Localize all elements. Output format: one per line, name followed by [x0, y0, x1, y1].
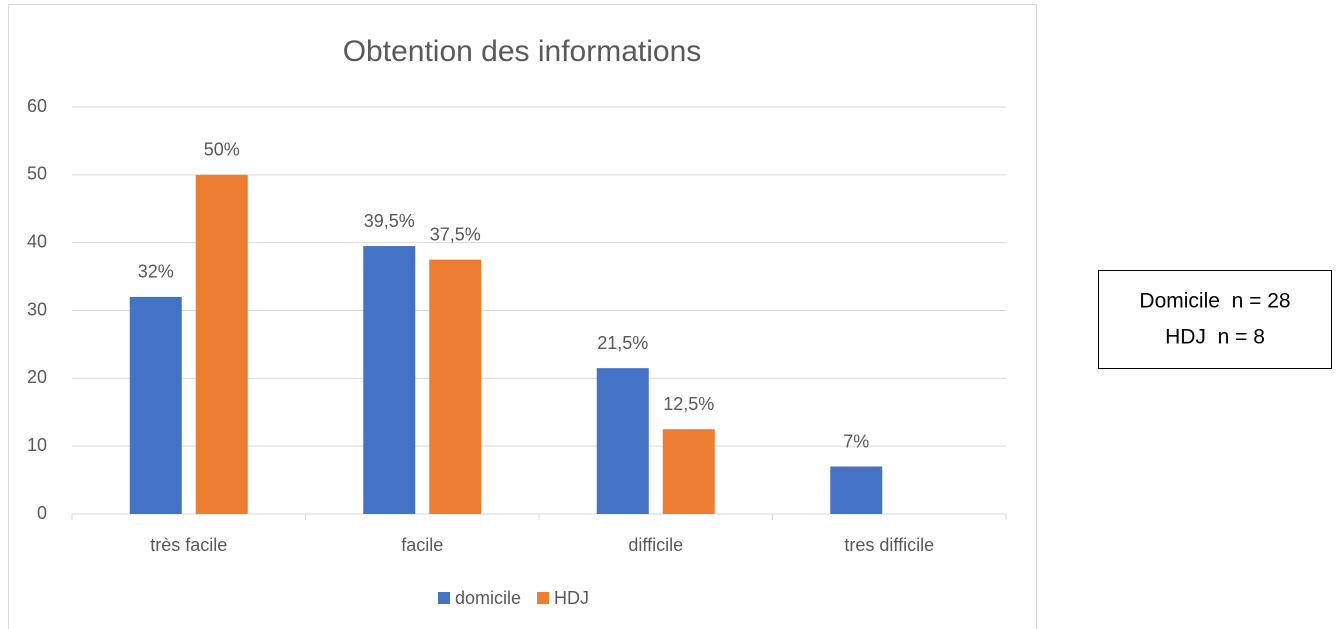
x-tick-label: très facile	[150, 535, 227, 555]
bar	[596, 368, 649, 514]
data-label: 32%	[138, 262, 174, 282]
data-label: 21,5%	[597, 333, 648, 353]
bar	[662, 429, 715, 514]
legend-swatch	[537, 592, 550, 604]
bar	[830, 466, 883, 514]
chart-title: Obtention des informations	[343, 35, 702, 68]
y-tick-label: 10	[27, 435, 47, 455]
y-tick-label: 40	[27, 231, 47, 251]
x-tick-label: facile	[401, 535, 443, 555]
data-label: 50%	[204, 140, 240, 160]
legend-label: domicile	[455, 588, 521, 608]
bar	[129, 296, 182, 514]
y-tick-label: 60	[27, 96, 47, 116]
data-label: 7%	[843, 431, 869, 451]
x-tick-label: tres difficile	[844, 535, 934, 555]
annotation: HDJ n = 8	[1165, 326, 1265, 349]
bar	[429, 259, 482, 514]
y-tick-label: 30	[27, 299, 47, 319]
data-label: 12,5%	[663, 394, 714, 414]
annotation-box	[1098, 270, 1332, 369]
data-label: 39,5%	[364, 211, 415, 231]
data-label: 37,5%	[430, 224, 481, 244]
y-tick-label: 0	[37, 503, 47, 523]
y-tick-label: 20	[27, 367, 47, 387]
bar	[195, 174, 248, 515]
annotation: Domicile n = 28	[1139, 290, 1290, 313]
legend-label: HDJ	[554, 588, 589, 608]
legend-swatch	[438, 592, 450, 604]
x-tick-label: difficile	[628, 535, 683, 555]
y-tick-label: 50	[27, 164, 47, 184]
bar	[363, 246, 416, 514]
